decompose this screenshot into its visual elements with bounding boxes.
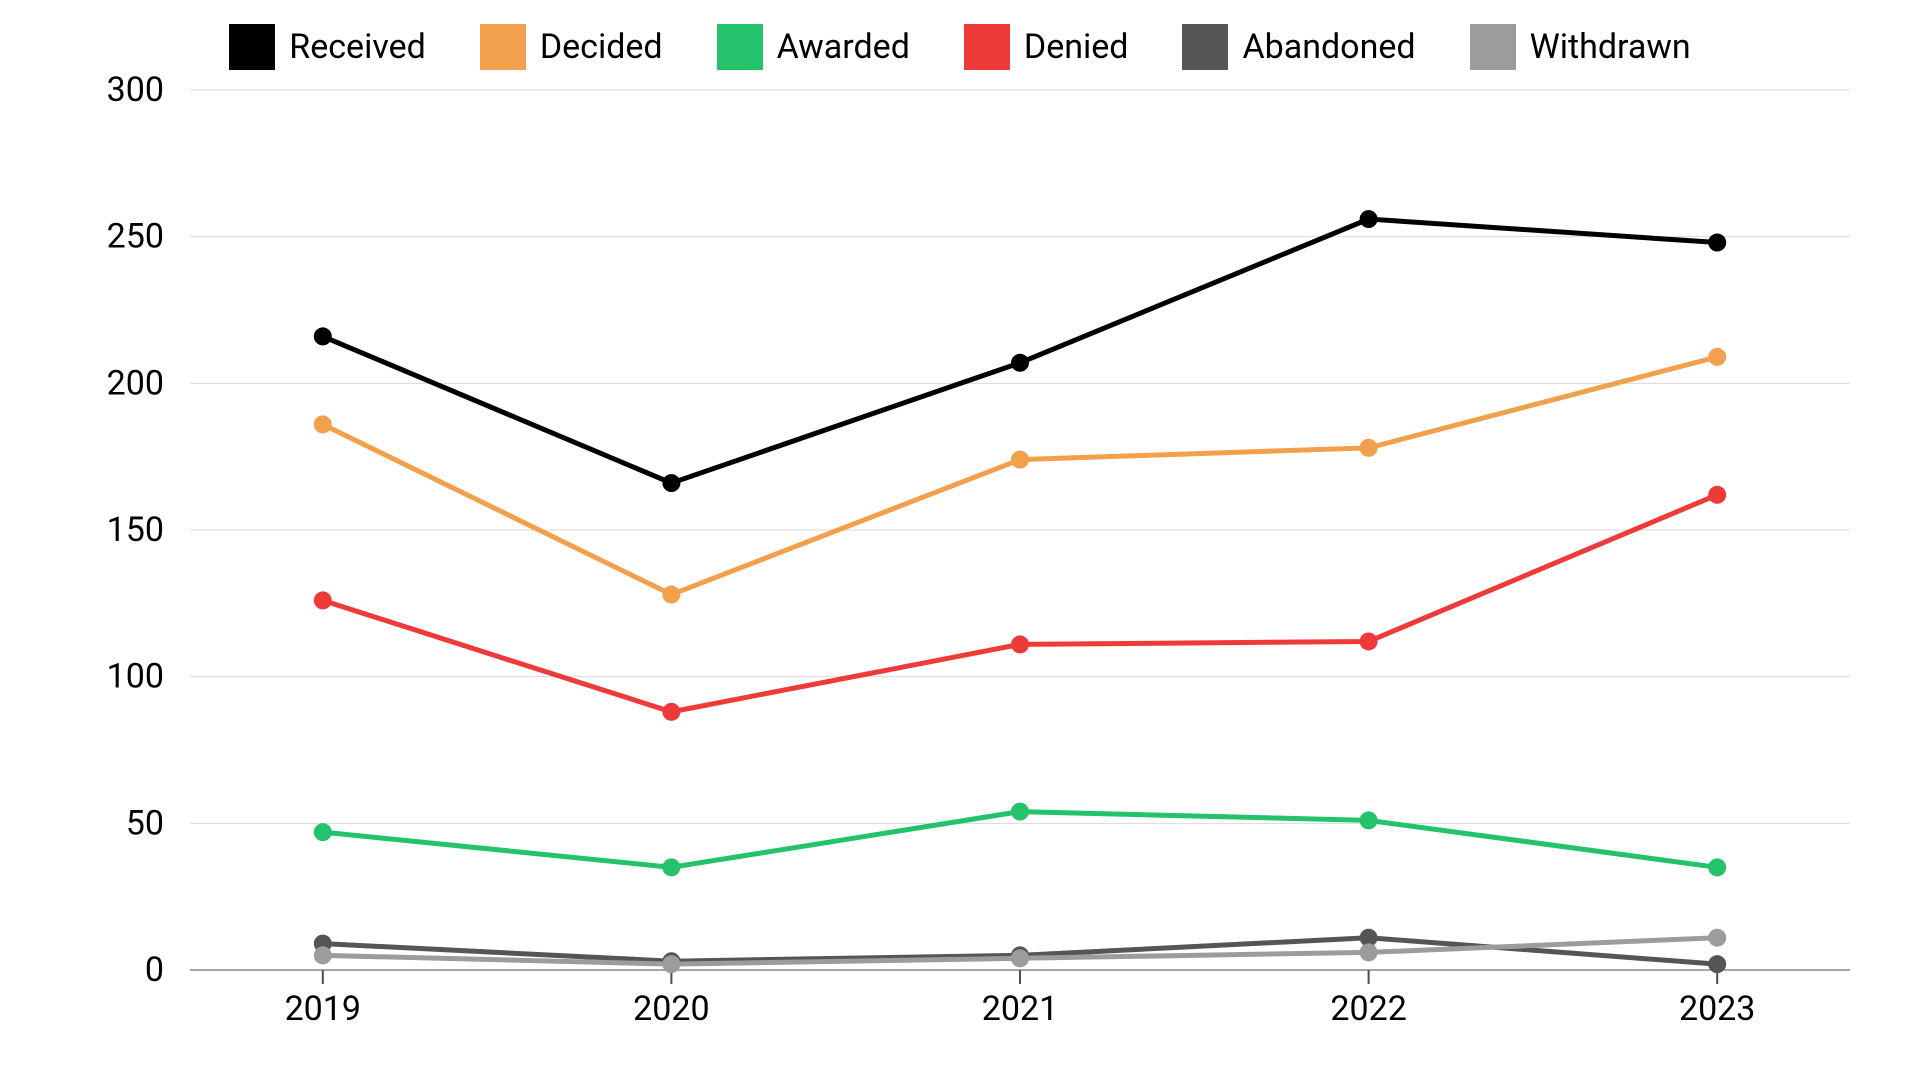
legend-label: Withdrawn xyxy=(1530,27,1691,67)
y-axis-label: 50 xyxy=(126,803,164,843)
chart-legend: Received Decided Awarded Denied Abandoned Wit… xyxy=(0,24,1920,70)
legend-item: Withdrawn xyxy=(1470,24,1691,70)
y-axis-label: 0 xyxy=(145,950,164,990)
series-marker xyxy=(314,327,332,345)
series-marker xyxy=(1011,949,1029,967)
y-axis-label: 250 xyxy=(107,217,164,257)
series-marker xyxy=(1360,811,1378,829)
y-axis-label: 300 xyxy=(107,70,164,110)
chart-svg: 0 50 100 150 200 250 300 2019 2020 2021 2022 2023 xyxy=(0,0,1920,1080)
series-marker xyxy=(1708,858,1726,876)
series-marker xyxy=(1360,632,1378,650)
series-marker xyxy=(1708,348,1726,366)
x-axis-label: 2019 xyxy=(285,989,361,1029)
legend-swatch xyxy=(229,24,275,70)
series-marker xyxy=(1708,929,1726,947)
series-marker xyxy=(1708,234,1726,252)
legend-swatch xyxy=(1182,24,1228,70)
series-marker xyxy=(1708,955,1726,973)
y-axis-label: 100 xyxy=(107,657,164,697)
legend-label: Abandoned xyxy=(1242,27,1415,67)
series-marker xyxy=(662,474,680,492)
series-marker xyxy=(1011,451,1029,469)
series-marker xyxy=(662,955,680,973)
legend-item: Received xyxy=(229,24,426,70)
legend-item: Denied xyxy=(964,24,1129,70)
series-marker xyxy=(1011,803,1029,821)
series-marker xyxy=(1011,354,1029,372)
series-marker xyxy=(1360,210,1378,228)
series-line xyxy=(323,357,1717,595)
legend-item: Abandoned xyxy=(1182,24,1415,70)
line-chart: Received Decided Awarded Denied Abandoned Wit… xyxy=(0,0,1920,1080)
legend-label: Denied xyxy=(1024,27,1129,67)
series-marker xyxy=(662,586,680,604)
series-line xyxy=(323,219,1717,483)
series-marker xyxy=(314,591,332,609)
series-marker xyxy=(1708,486,1726,504)
x-axis-label: 2022 xyxy=(1330,989,1406,1029)
series-marker xyxy=(1360,943,1378,961)
series-marker xyxy=(314,823,332,841)
legend-item: Awarded xyxy=(717,24,910,70)
series-marker xyxy=(314,415,332,433)
legend-label: Received xyxy=(289,27,426,67)
x-axis-label: 2020 xyxy=(633,989,709,1029)
x-axis-label: 2023 xyxy=(1679,989,1755,1029)
legend-swatch xyxy=(717,24,763,70)
x-axis-label: 2021 xyxy=(982,989,1058,1029)
legend-item: Decided xyxy=(480,24,663,70)
series-marker xyxy=(662,858,680,876)
y-axis-label: 150 xyxy=(107,510,164,550)
series-marker xyxy=(1011,635,1029,653)
series-marker xyxy=(314,946,332,964)
legend-swatch xyxy=(964,24,1010,70)
series-marker xyxy=(1360,439,1378,457)
legend-swatch xyxy=(480,24,526,70)
legend-swatch xyxy=(1470,24,1516,70)
y-axis-label: 200 xyxy=(107,363,164,403)
legend-label: Decided xyxy=(540,27,663,67)
series-marker xyxy=(662,703,680,721)
legend-label: Awarded xyxy=(777,27,910,67)
